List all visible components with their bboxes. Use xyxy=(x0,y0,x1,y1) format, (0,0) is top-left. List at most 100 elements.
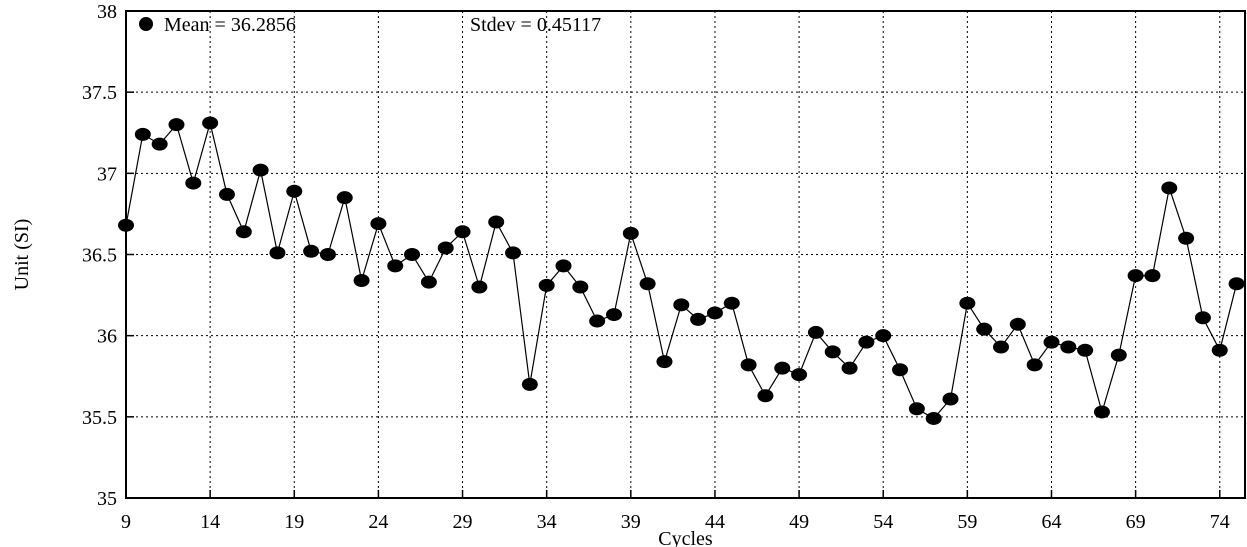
data-point xyxy=(1127,269,1144,283)
x-tick-label: 59 xyxy=(957,511,977,533)
data-point xyxy=(858,335,875,349)
data-point xyxy=(555,259,572,273)
data-point xyxy=(572,280,589,294)
data-point xyxy=(908,402,925,416)
legend-mean-text: Mean = 36.2856 xyxy=(164,14,296,36)
data-point xyxy=(521,377,538,391)
data-point xyxy=(505,246,522,260)
data-point xyxy=(757,389,774,403)
data-point xyxy=(993,340,1010,354)
data-point xyxy=(656,355,673,369)
data-point xyxy=(706,306,723,320)
x-tick-label: 69 xyxy=(1126,511,1146,533)
data-point xyxy=(118,218,134,232)
x-tick-label: 29 xyxy=(453,511,473,533)
data-point xyxy=(673,298,690,312)
data-point xyxy=(976,322,993,336)
y-tick-label: 37.5 xyxy=(82,82,117,104)
x-tick-label: 74 xyxy=(1210,511,1230,533)
data-point xyxy=(791,368,808,382)
x-tick-label: 19 xyxy=(284,511,304,533)
x-tick-label: 64 xyxy=(1041,511,1061,533)
data-point xyxy=(286,184,303,198)
data-point xyxy=(1211,343,1228,357)
x-tick-label: 44 xyxy=(705,511,725,533)
data-point xyxy=(925,411,942,425)
x-axis-label: Cycles xyxy=(658,528,713,547)
x-tick-label: 24 xyxy=(368,511,388,533)
x-tick-label: 9 xyxy=(121,511,131,533)
data-point xyxy=(420,275,437,289)
data-point xyxy=(1161,181,1178,195)
grid-lines xyxy=(126,11,1245,498)
data-point xyxy=(1144,269,1161,283)
data-point xyxy=(370,217,387,231)
data-point xyxy=(1178,231,1195,245)
x-tick-label: 54 xyxy=(873,511,893,533)
y-tick-label: 38 xyxy=(97,1,117,23)
data-point xyxy=(202,116,219,130)
x-tick-label: 49 xyxy=(789,511,809,533)
data-point xyxy=(488,215,505,229)
data-point xyxy=(690,312,707,326)
data-point xyxy=(319,248,336,261)
data-point xyxy=(1228,277,1245,291)
data-point xyxy=(134,127,151,141)
data-point xyxy=(723,296,740,310)
data-point xyxy=(218,187,235,201)
y-axis-label: Unit (SI) xyxy=(11,219,33,291)
data-point xyxy=(605,308,622,322)
data-point xyxy=(807,325,824,339)
data-point xyxy=(1009,317,1026,331)
data-point xyxy=(151,137,168,151)
data-point xyxy=(437,241,454,255)
y-tick-label: 35 xyxy=(97,488,117,510)
data-points xyxy=(118,116,1245,425)
data-point xyxy=(639,277,656,291)
data-point xyxy=(1026,358,1043,372)
data-point xyxy=(269,246,286,260)
y-tick-label: 36.5 xyxy=(82,245,117,267)
data-point xyxy=(622,226,639,240)
x-tick-label: 14 xyxy=(200,511,220,533)
x-tick-label: 34 xyxy=(537,511,557,533)
data-point xyxy=(1060,340,1077,354)
legend-stdev-text: Stdev = 0.45117 xyxy=(470,14,601,36)
x-tick-label: 39 xyxy=(621,511,641,533)
data-point xyxy=(740,358,757,372)
series-line xyxy=(125,122,1238,420)
data-point xyxy=(1043,335,1060,349)
data-point xyxy=(1110,348,1127,362)
data-point xyxy=(824,345,841,359)
data-point xyxy=(959,296,976,310)
data-point xyxy=(168,118,185,132)
data-point xyxy=(303,244,320,258)
data-point xyxy=(892,363,909,377)
data-point xyxy=(404,248,421,261)
data-point xyxy=(875,329,892,343)
legend-marker xyxy=(139,17,153,31)
data-point xyxy=(1194,311,1211,325)
data-point xyxy=(942,392,959,406)
data-point xyxy=(454,225,471,239)
data-point xyxy=(538,278,555,292)
data-point xyxy=(353,273,370,287)
data-point xyxy=(589,314,606,328)
y-tick-label: 36 xyxy=(97,326,117,348)
y-tick-label: 37 xyxy=(97,163,117,185)
data-point xyxy=(252,163,269,177)
y-tick-label: 35.5 xyxy=(82,407,117,429)
y-tick-labels: 35 35.5 36 36.5 37 37.5 38 xyxy=(82,1,117,510)
data-point xyxy=(387,259,404,273)
x-tick-labels: 9 14 19 24 29 34 39 44 49 54 59 64 69 74 xyxy=(121,511,1230,533)
data-point xyxy=(1093,405,1110,419)
data-point xyxy=(471,280,488,294)
legend: Mean = 36.2856 Stdev = 0.45117 xyxy=(139,14,601,36)
tick-marks xyxy=(125,10,1221,499)
data-point xyxy=(185,176,202,190)
data-point xyxy=(235,225,252,239)
data-point xyxy=(1077,343,1094,357)
data-point xyxy=(841,361,858,375)
data-point xyxy=(336,191,353,205)
